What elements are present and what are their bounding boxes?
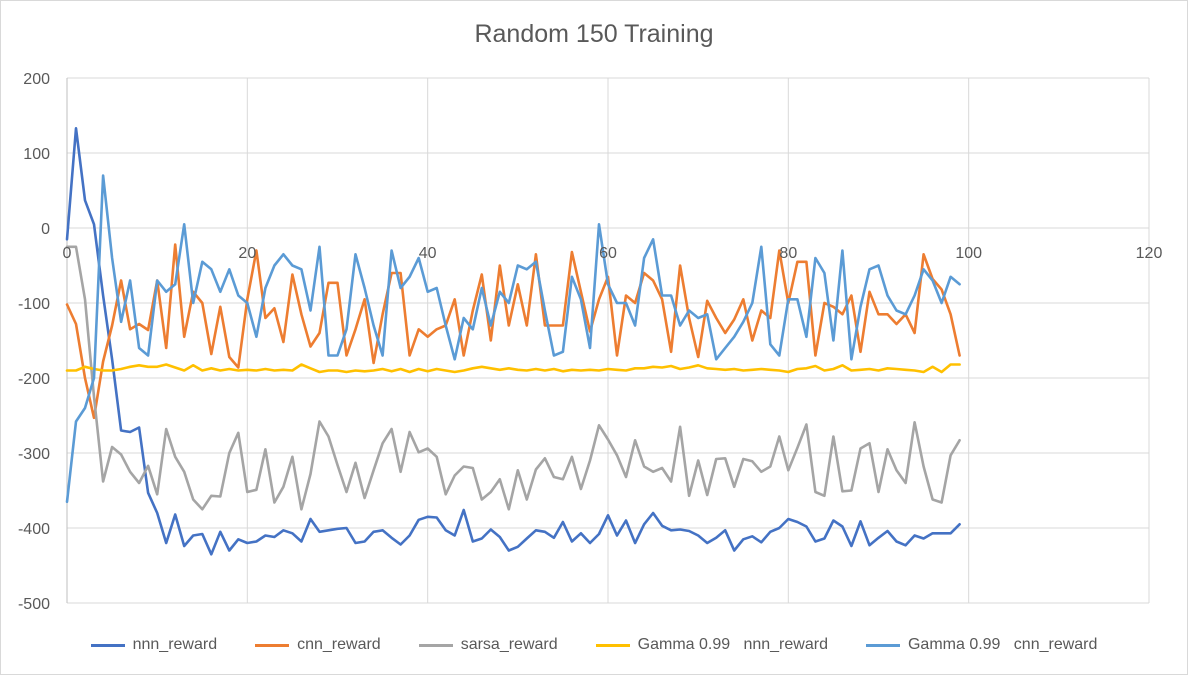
y-tick-label: -200 <box>18 371 50 388</box>
legend-item: Gamma 0.99 cnn_reward <box>865 636 1098 654</box>
legend: nnn_reward cnn_reward sarsa_reward Gamma 0.… <box>0 633 1188 657</box>
y-tick-label: -400 <box>18 521 50 538</box>
chart-title: Random 150 Training <box>474 20 714 48</box>
legend-swatch <box>595 643 630 647</box>
legend-label: sarsa_reward <box>460 636 558 653</box>
x-tick-label: 40 <box>419 245 437 262</box>
series-line-nnn-reward <box>65 127 961 556</box>
x-tick-label: 100 <box>955 245 982 262</box>
series-line-gamma-0-99-cnn-reward <box>65 174 961 504</box>
series-lines <box>65 127 961 556</box>
x-axis-tick-labels: 0 20 40 60 80 100 120 <box>63 245 1163 262</box>
y-tick-label: -300 <box>18 446 50 463</box>
y-tick-label: 0 <box>41 221 50 238</box>
x-tick-label: 120 <box>1136 245 1163 262</box>
series-line-gamma-0-99-nnn-reward <box>65 363 961 374</box>
legend-item: sarsa_reward <box>418 636 558 654</box>
legend-item: nnn_reward <box>90 636 218 654</box>
y-tick-label: -100 <box>18 296 50 313</box>
x-tick-label: 20 <box>238 245 256 262</box>
y-tick-label: -500 <box>18 596 50 613</box>
legend-label: Gamma 0.99 nnn_reward <box>637 636 828 653</box>
legend-label: cnn_reward <box>297 636 381 653</box>
legend-label: nnn_reward <box>132 636 218 653</box>
legend-swatch <box>255 643 290 647</box>
x-tick-label: 80 <box>779 245 797 262</box>
legend-label: Gamma 0.99 cnn_reward <box>907 636 1098 653</box>
legend-swatch <box>865 643 900 647</box>
gridlines <box>66 77 1150 604</box>
y-axis-tick-labels: 200 100 0 -100 -200 -300 -400 -500 <box>18 71 50 613</box>
x-tick-label: 60 <box>599 245 617 262</box>
y-tick-label: 200 <box>23 71 50 88</box>
series-line-sarsa-reward <box>65 245 961 511</box>
x-tick-label: 0 <box>63 245 72 262</box>
legend-item: Gamma 0.99 nnn_reward <box>595 636 828 654</box>
legend-swatch <box>90 643 125 647</box>
y-tick-label: 100 <box>23 146 50 163</box>
legend-swatch <box>418 643 453 647</box>
legend-item: cnn_reward <box>255 636 381 654</box>
